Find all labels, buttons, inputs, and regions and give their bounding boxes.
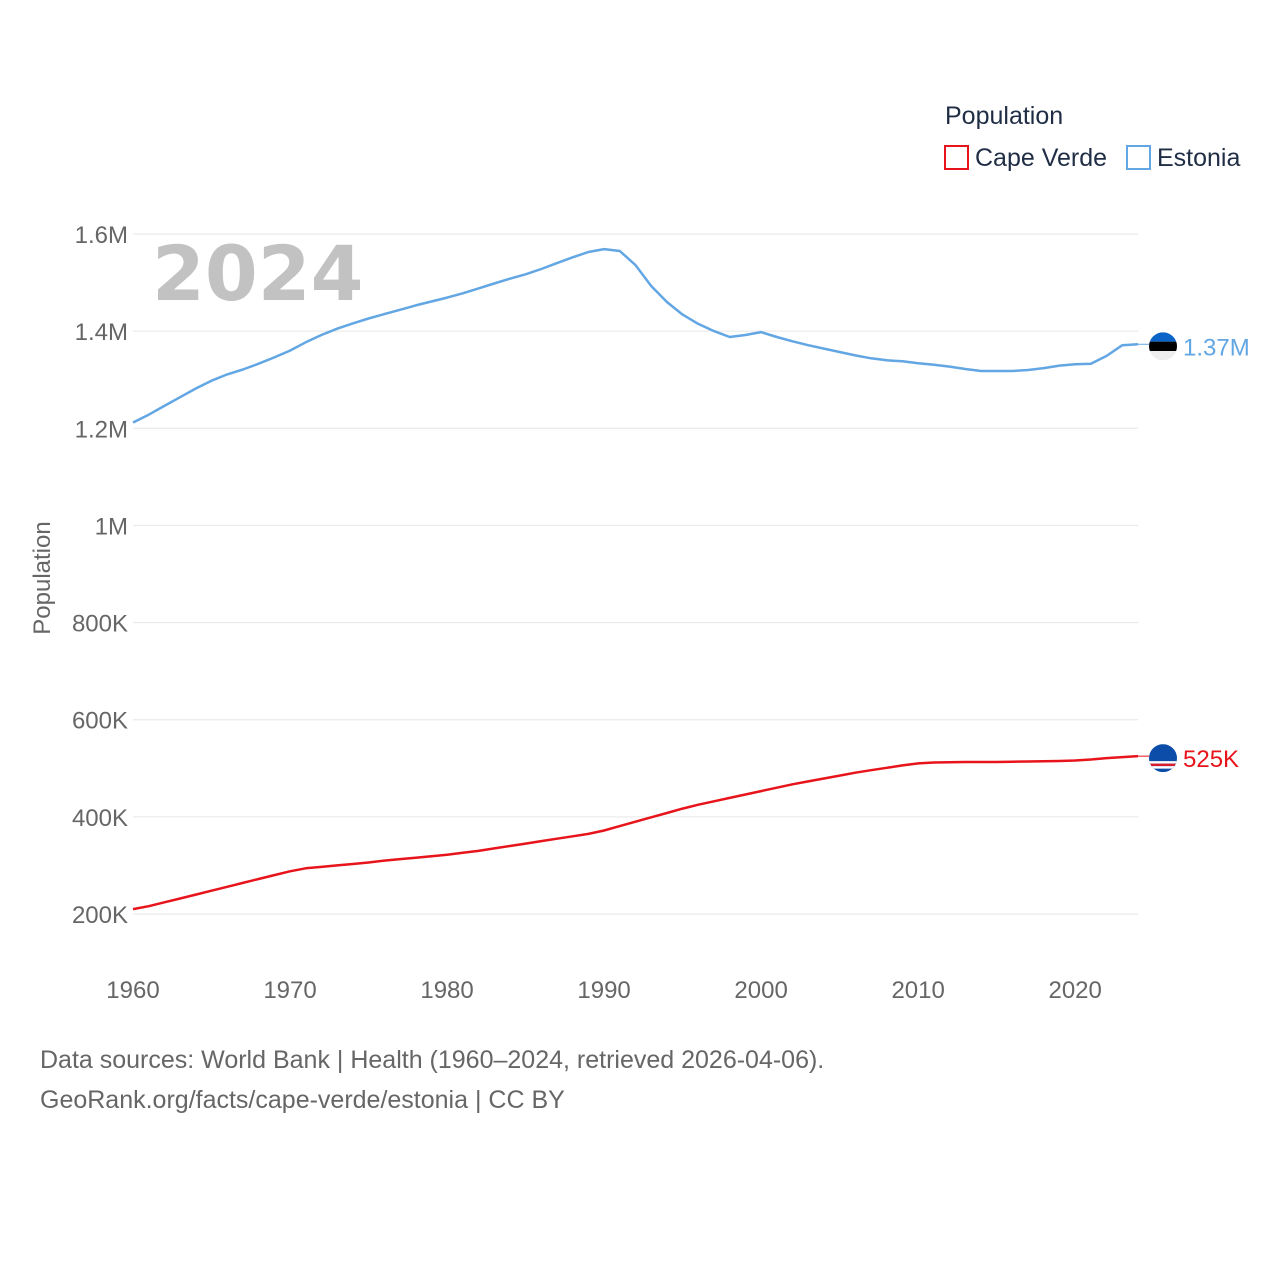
y-tick-label: 600K	[72, 708, 128, 735]
y-tick-label: 1.2M	[75, 416, 128, 443]
y-axis-label: Population	[29, 521, 56, 634]
series-end-markers: 525K 1.37M	[1138, 332, 1250, 773]
legend-item-cape-verde[interactable]: Cape Verde	[944, 144, 1107, 172]
legend-swatch-estonia	[1126, 145, 1151, 170]
x-tick-label: 2010	[891, 977, 944, 1004]
x-tick-label: 2000	[734, 977, 787, 1004]
source-url: GeoRank.org/facts/cape-verde/estonia | C…	[40, 1086, 565, 1114]
series-line-estonia[interactable]	[132, 247, 1139, 424]
y-tick-label: 800K	[72, 611, 128, 638]
legend-item-estonia[interactable]: Estonia	[1126, 144, 1240, 172]
y-tick-label: 1.6M	[75, 222, 128, 249]
legend-title: Population	[945, 102, 1063, 130]
x-tick-label: 1980	[420, 977, 473, 1004]
x-tick-label: 1960	[106, 977, 159, 1004]
x-tick-label: 1970	[263, 977, 316, 1004]
legend-swatch-cape-verde	[944, 145, 969, 170]
grid-lines	[133, 233, 1138, 915]
y-tick-label: 1M	[95, 513, 128, 540]
year-label: 2024	[152, 229, 364, 318]
y-tick-label: 1.4M	[75, 319, 128, 346]
end-label-estonia: 1.37M	[1183, 334, 1250, 361]
x-axis: 1960 1970 1980 1990 2000 2010 2020	[106, 977, 1102, 1004]
legend-label-cape-verde: Cape Verde	[975, 144, 1107, 172]
series-lines	[132, 247, 1139, 911]
y-tick-label: 200K	[72, 902, 128, 929]
y-axis: 200K 400K 600K 800K 1M 1.2M 1.4M 1.6M	[72, 222, 128, 929]
data-source-note: Data sources: World Bank | Health (1960–…	[40, 1046, 825, 1074]
series-line-cape-verde[interactable]	[132, 754, 1139, 911]
legend-label-estonia: Estonia	[1157, 144, 1240, 172]
x-tick-label: 2020	[1048, 977, 1101, 1004]
x-tick-label: 1990	[577, 977, 630, 1004]
cape-verde-flag-icon	[1149, 744, 1177, 773]
end-label-cape-verde: 525K	[1183, 746, 1239, 773]
estonia-flag-icon	[1149, 332, 1177, 361]
y-tick-label: 400K	[72, 805, 128, 832]
legend: Population Cape Verde Estonia	[944, 102, 1240, 172]
